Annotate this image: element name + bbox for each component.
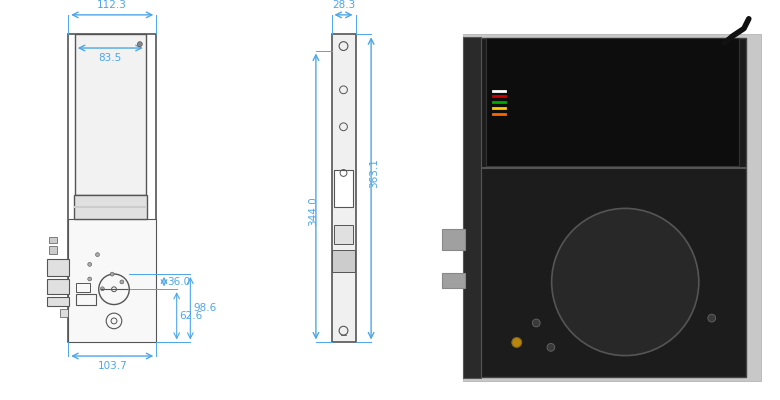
Circle shape bbox=[88, 262, 92, 266]
Bar bbox=[49, 246, 57, 254]
Bar bbox=[335, 170, 353, 207]
Bar bbox=[335, 225, 353, 244]
Circle shape bbox=[137, 42, 142, 46]
Bar bbox=[332, 250, 355, 272]
Bar bbox=[76, 294, 96, 305]
Bar bbox=[69, 34, 156, 342]
Bar bbox=[47, 258, 69, 276]
Text: 112.3: 112.3 bbox=[98, 0, 127, 10]
Circle shape bbox=[88, 277, 92, 281]
Bar bbox=[441, 273, 465, 288]
Circle shape bbox=[532, 319, 540, 327]
Circle shape bbox=[512, 338, 522, 347]
Bar bbox=[485, 38, 739, 166]
Bar bbox=[69, 219, 156, 342]
Bar bbox=[47, 279, 69, 294]
Bar bbox=[74, 206, 147, 208]
Bar bbox=[49, 237, 57, 243]
Text: 98.6: 98.6 bbox=[193, 303, 217, 313]
Circle shape bbox=[110, 272, 114, 276]
Bar bbox=[477, 38, 746, 377]
Text: 103.7: 103.7 bbox=[98, 361, 127, 371]
Text: 363.1: 363.1 bbox=[369, 158, 379, 188]
Circle shape bbox=[96, 253, 100, 256]
Text: 28.3: 28.3 bbox=[332, 0, 355, 10]
Bar bbox=[47, 297, 69, 306]
Bar bbox=[332, 34, 356, 342]
Text: 344.0: 344.0 bbox=[308, 196, 318, 226]
Text: 62.6: 62.6 bbox=[179, 311, 203, 321]
Text: 36.0: 36.0 bbox=[167, 277, 190, 287]
Bar bbox=[441, 229, 465, 250]
Circle shape bbox=[551, 208, 699, 356]
Bar bbox=[463, 34, 760, 380]
Bar bbox=[76, 283, 90, 292]
Bar bbox=[463, 37, 480, 378]
Circle shape bbox=[120, 280, 124, 284]
Bar bbox=[75, 34, 146, 194]
Circle shape bbox=[101, 287, 105, 291]
Bar bbox=[74, 194, 147, 219]
Circle shape bbox=[708, 314, 716, 322]
Text: 83.5: 83.5 bbox=[98, 53, 122, 63]
Bar bbox=[61, 309, 69, 317]
Circle shape bbox=[547, 344, 555, 351]
